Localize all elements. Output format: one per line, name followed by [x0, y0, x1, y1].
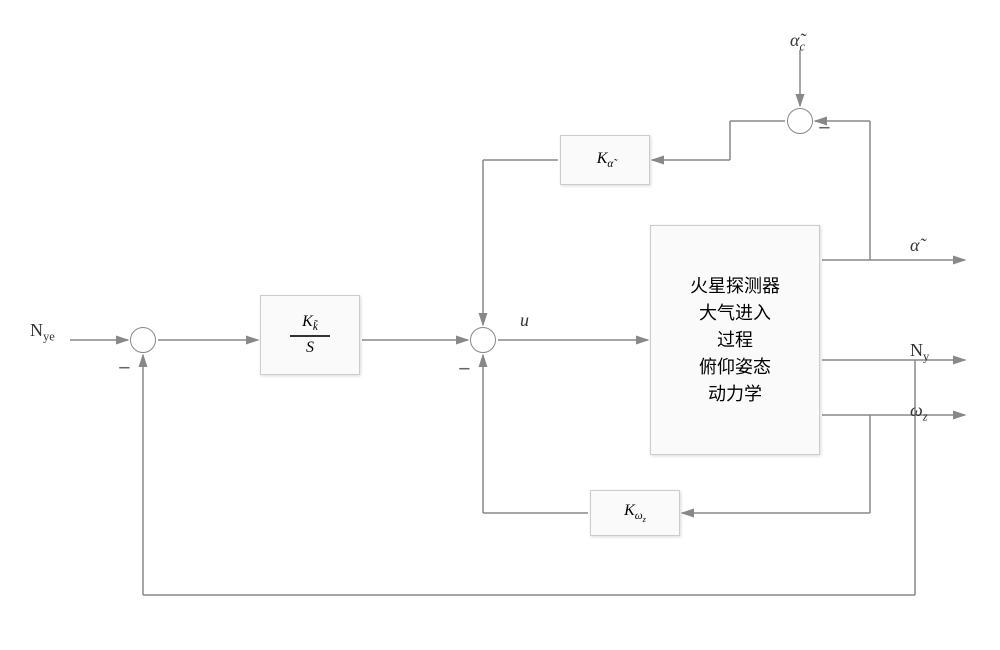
integrator-num: K	[302, 313, 313, 330]
minus-sign: −	[818, 115, 831, 141]
integrator-block: Kk̃ S	[260, 295, 360, 375]
minus-sign: −	[458, 356, 471, 382]
minus-sign: −	[118, 355, 131, 381]
wires-layer	[0, 0, 1000, 650]
integrator-den: S	[306, 339, 314, 356]
diagram-canvas: Kk̃ S Kα̃ Kωz 火星探测器大气进入过程俯仰姿态动力学 Nye α̃c…	[0, 0, 1000, 650]
plant-block: 火星探测器大气进入过程俯仰姿态动力学	[650, 225, 820, 455]
sum-junction-2	[470, 327, 496, 353]
signal-u-label: u	[520, 310, 529, 331]
input-alpha-c-label: α̃c	[790, 30, 805, 55]
plant-text: 火星探测器大气进入过程俯仰姿态动力学	[690, 273, 780, 408]
sum-junction-3	[787, 108, 813, 134]
output-ny-label: Ny	[910, 340, 929, 365]
gain-k-omega-block: Kωz	[590, 490, 680, 536]
output-omega-z-label: ωz	[910, 400, 928, 425]
gain-k-alpha-block: Kα̃	[560, 135, 650, 185]
output-alpha-label: α̃	[910, 235, 919, 256]
input-nyc-label: Nye	[30, 320, 55, 345]
sum-junction-1	[130, 327, 156, 353]
